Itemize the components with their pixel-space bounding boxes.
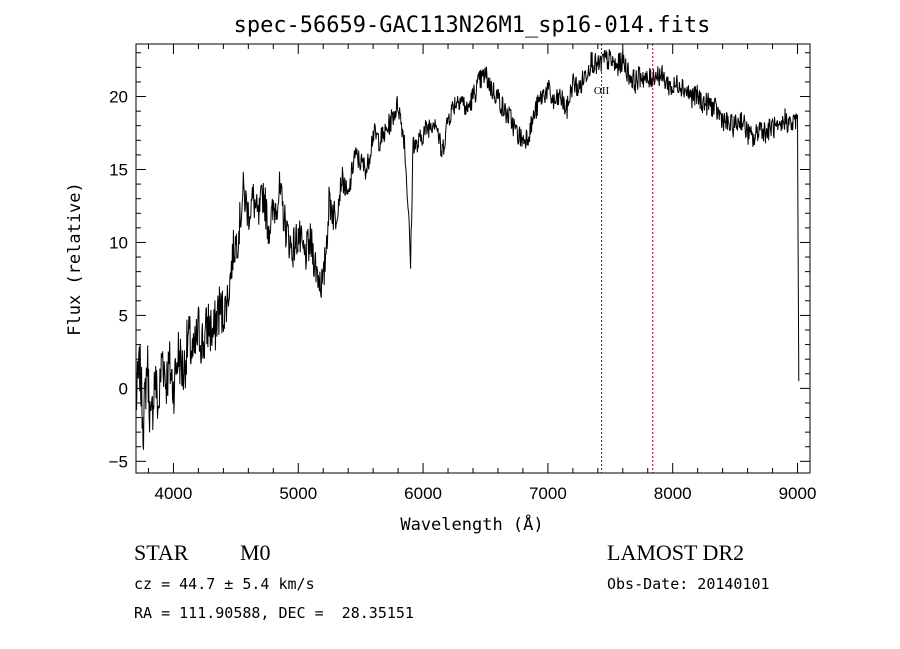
x-tick-labels: 4000 5000 6000 7000 8000 9000 (155, 484, 817, 503)
y-tick-label: 10 (109, 233, 128, 252)
x-tick-label: 5000 (279, 484, 317, 503)
plot-area: OII (135, 44, 800, 473)
y-tick-label: 20 (109, 88, 128, 107)
y-tick-label: −5 (109, 452, 128, 471)
cz-readout: cz = 44.7 ± 5.4 km/s (134, 575, 315, 593)
x-axis-label: Wavelength (Å) (400, 513, 543, 535)
x-tick-label: 6000 (404, 484, 442, 503)
y-tick-label: 15 (109, 160, 128, 179)
spectrum-series-line (135, 48, 800, 450)
survey-label: LAMOST DR2 (607, 540, 745, 565)
y-axis-label: Flux (relative) (65, 182, 85, 336)
coords-readout: RA = 111.90588, DEC = 28.35151 (134, 604, 414, 622)
chart-title: spec-56659-GAC113N26M1_sp16-014.fits (234, 13, 711, 38)
axis-ticks (136, 44, 810, 473)
x-tick-label: 4000 (155, 484, 193, 503)
line-marker-label-0: OII (594, 85, 610, 97)
obs-date: Obs-Date: 20140101 (607, 575, 770, 593)
x-tick-label: 9000 (779, 484, 817, 503)
y-tick-labels: −5 0 5 10 15 20 (109, 88, 128, 472)
x-tick-label: 8000 (654, 484, 692, 503)
y-tick-label: 5 (119, 306, 128, 325)
subclass-label: M0 (240, 540, 271, 565)
y-tick-label: 0 (119, 379, 128, 398)
class-label: STAR (134, 540, 189, 565)
x-tick-label: 7000 (529, 484, 567, 503)
